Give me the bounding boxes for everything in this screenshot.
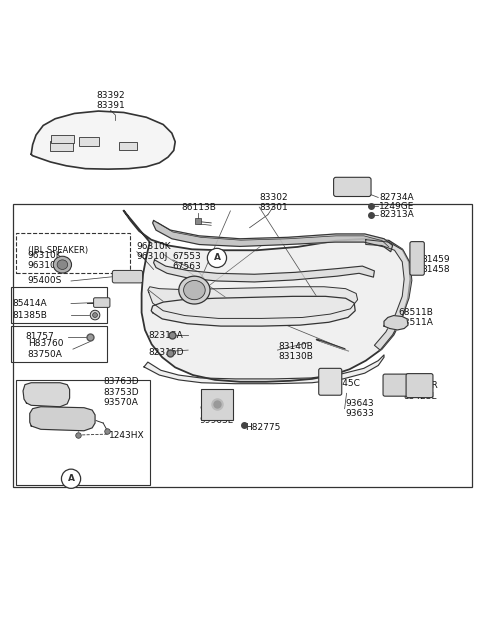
Circle shape	[90, 310, 100, 320]
Bar	[51, 135, 74, 142]
Text: 82313A: 82313A	[379, 210, 414, 219]
Text: 68511B
68511A: 68511B 68511A	[398, 308, 433, 327]
Polygon shape	[30, 407, 95, 430]
Text: 81385B: 81385B	[12, 311, 47, 320]
Circle shape	[207, 248, 227, 268]
Text: 81757: 81757	[25, 332, 54, 341]
Ellipse shape	[179, 276, 210, 304]
Ellipse shape	[57, 260, 68, 270]
Polygon shape	[151, 296, 355, 326]
Text: H82775: H82775	[245, 423, 280, 432]
Bar	[11, 326, 107, 362]
Text: 83423R
83423L: 83423R 83423L	[403, 381, 438, 401]
Ellipse shape	[53, 256, 72, 273]
Circle shape	[93, 313, 97, 318]
Bar	[119, 142, 137, 150]
Polygon shape	[154, 260, 374, 282]
FancyBboxPatch shape	[383, 374, 408, 396]
Text: 96310K
96310J: 96310K 96310J	[137, 242, 171, 261]
Text: 81459
81458: 81459 81458	[421, 255, 450, 274]
FancyBboxPatch shape	[410, 242, 424, 275]
Text: 83392
83391: 83392 83391	[96, 91, 125, 110]
Text: 18645C: 18645C	[326, 379, 361, 388]
Bar	[79, 137, 99, 146]
Text: 1249GE: 1249GE	[379, 201, 415, 211]
Text: 82734A: 82734A	[379, 193, 414, 202]
Text: 67553
67563: 67553 67563	[173, 251, 202, 271]
Text: H83760
83750A: H83760 83750A	[28, 339, 63, 359]
Ellipse shape	[183, 280, 205, 299]
Bar	[11, 287, 107, 323]
Text: 82315A: 82315A	[149, 330, 183, 340]
Text: 86113B: 86113B	[182, 203, 216, 212]
Text: 82315D: 82315D	[149, 348, 184, 357]
Bar	[16, 232, 130, 273]
Polygon shape	[124, 211, 410, 382]
Polygon shape	[23, 383, 70, 407]
Polygon shape	[366, 240, 412, 350]
Bar	[16, 380, 150, 486]
FancyBboxPatch shape	[334, 177, 371, 196]
Text: 83302
83301: 83302 83301	[259, 192, 288, 212]
Text: 99963R
99963L: 99963R 99963L	[200, 405, 234, 425]
Text: A: A	[214, 253, 220, 263]
Polygon shape	[148, 287, 358, 318]
Text: 1243HX: 1243HX	[109, 430, 145, 439]
Text: 83763D
83753D
93570A: 83763D 83753D 93570A	[103, 377, 139, 407]
FancyBboxPatch shape	[94, 298, 110, 308]
Text: 96310K
96310J: 96310K 96310J	[28, 251, 62, 270]
Text: A: A	[68, 474, 74, 483]
FancyBboxPatch shape	[319, 368, 342, 395]
Polygon shape	[153, 220, 393, 252]
Text: 95400S: 95400S	[28, 277, 62, 285]
Polygon shape	[384, 315, 408, 330]
Text: 83140B
83130B: 83140B 83130B	[278, 342, 313, 361]
Text: 85414A: 85414A	[12, 299, 47, 308]
Text: 93643
93633: 93643 93633	[346, 399, 374, 418]
Polygon shape	[144, 355, 384, 384]
Bar	[50, 141, 73, 151]
Polygon shape	[31, 111, 175, 169]
Bar	[201, 389, 233, 420]
Bar	[13, 204, 472, 487]
FancyBboxPatch shape	[112, 270, 143, 283]
Circle shape	[61, 469, 81, 488]
FancyBboxPatch shape	[406, 373, 433, 398]
Text: (JBL SPEAKER): (JBL SPEAKER)	[28, 246, 88, 254]
